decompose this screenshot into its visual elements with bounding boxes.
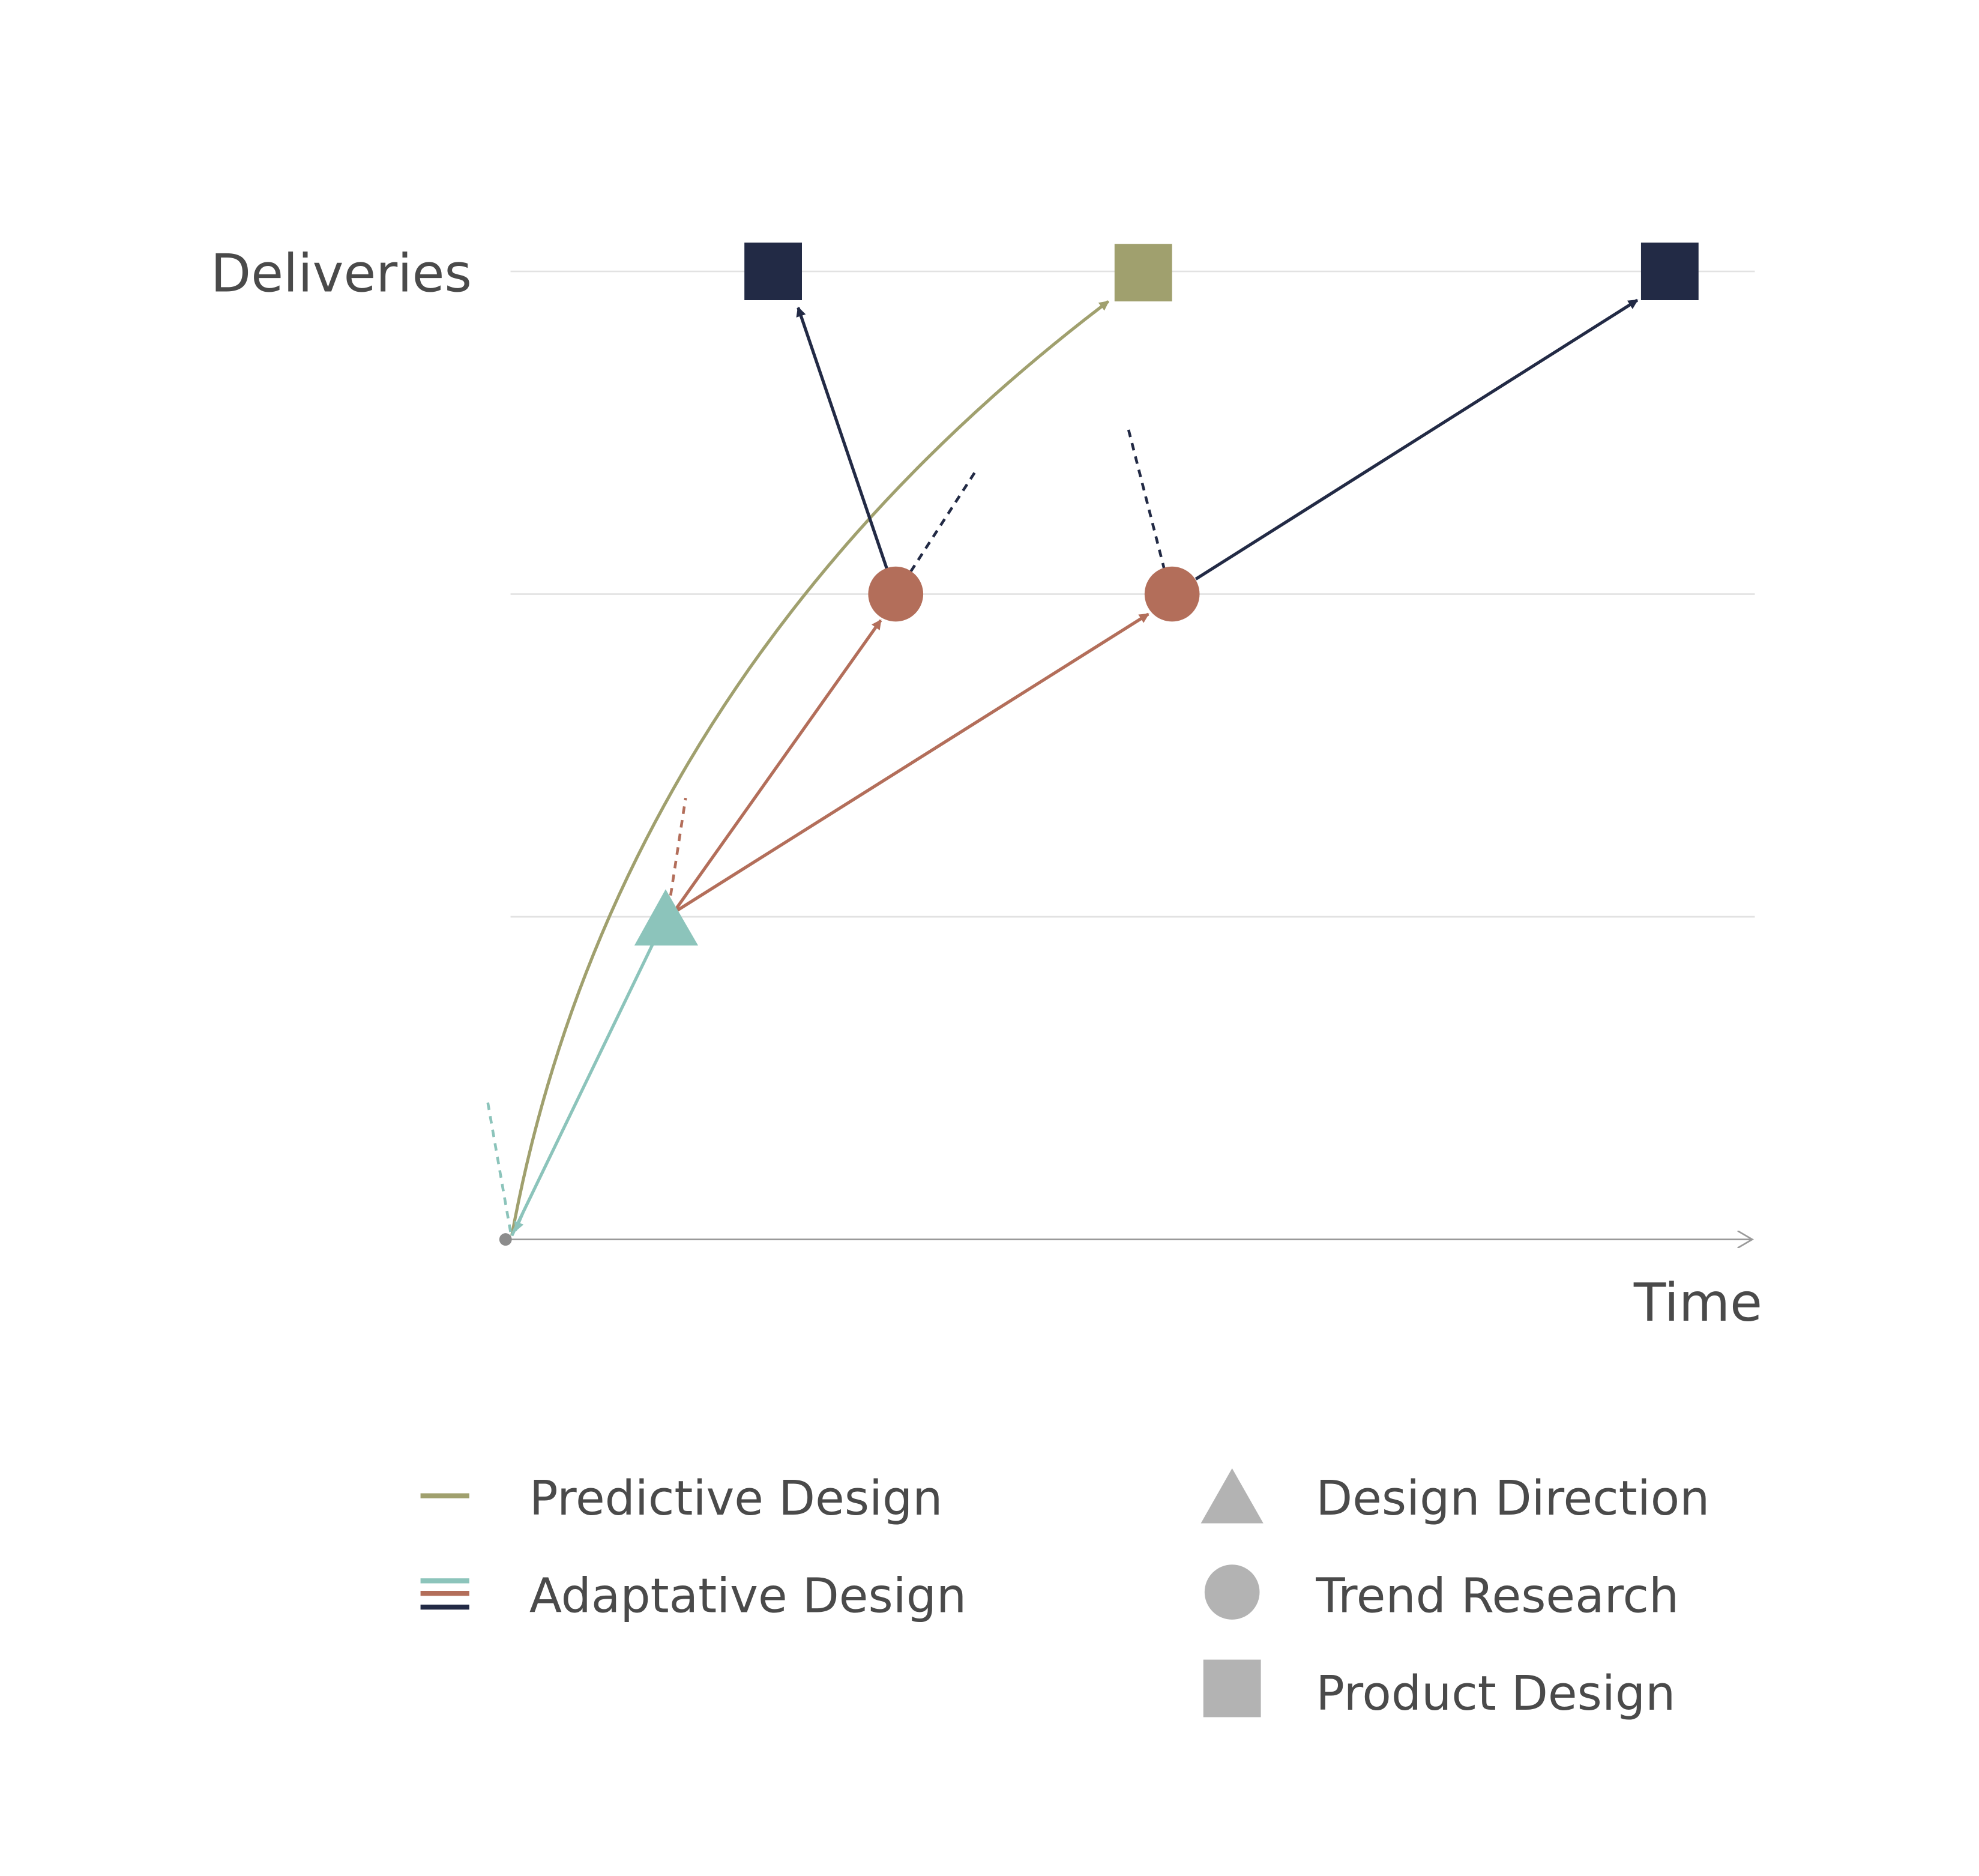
product-design-square-1	[744, 243, 802, 300]
predictive-delivery-square	[1114, 244, 1172, 302]
legend-label-product-design: Product Design	[1316, 1666, 1675, 1721]
legend-triangle-icon	[1200, 1468, 1264, 1524]
adaptive-direction-arrow	[510, 934, 658, 1237]
legend-label-adaptive: Adaptative Design	[529, 1568, 966, 1623]
adaptive-origin-return-arrow	[514, 1213, 525, 1232]
legend-label-design-direction: Design Direction	[1316, 1471, 1709, 1526]
legend-item-design-direction: Design Direction	[1200, 1468, 1709, 1526]
y-axis-label: Deliveries	[211, 243, 472, 304]
legend-label-trend-research: Trend Research	[1315, 1568, 1679, 1623]
product-design-square-2	[1640, 243, 1699, 300]
legend-swatch-adaptive-navy	[420, 1604, 469, 1610]
legend-circle-icon	[1204, 1564, 1260, 1620]
research-dashed	[669, 797, 687, 896]
design-direction-triangle	[634, 889, 699, 946]
predictive-design-curve	[510, 300, 1110, 1236]
product-dashed-2	[1125, 423, 1166, 571]
trend-research-circle-1	[868, 566, 924, 622]
legend-item-product-design: Product Design	[1203, 1659, 1675, 1721]
product-dashed-1	[909, 468, 978, 573]
legend-square-icon	[1203, 1659, 1261, 1718]
legend-item-adaptive: Adaptative Design	[420, 1568, 966, 1623]
legend-label-predictive: Predictive Design	[529, 1471, 943, 1526]
trend-research-circle-2	[1144, 566, 1200, 622]
research-arrow-1	[672, 619, 882, 914]
research-arrow-2	[672, 612, 1149, 915]
origin-dot	[499, 1233, 512, 1246]
legend-swatch-predictive	[420, 1493, 469, 1498]
legend-swatch-adaptive-rust	[420, 1591, 469, 1596]
legend-item-predictive: Predictive Design	[420, 1471, 943, 1526]
legend-swatch-adaptive-teal	[420, 1578, 469, 1584]
legend: Predictive Design Adaptative Design Desi…	[420, 1468, 1709, 1721]
product-arrow-2	[1194, 298, 1639, 581]
product-arrow-1	[796, 306, 889, 570]
legend-item-trend-research: Trend Research	[1204, 1564, 1679, 1623]
x-axis-label: Time	[1633, 1272, 1762, 1333]
adaptive-origin-dashed	[485, 1096, 512, 1232]
